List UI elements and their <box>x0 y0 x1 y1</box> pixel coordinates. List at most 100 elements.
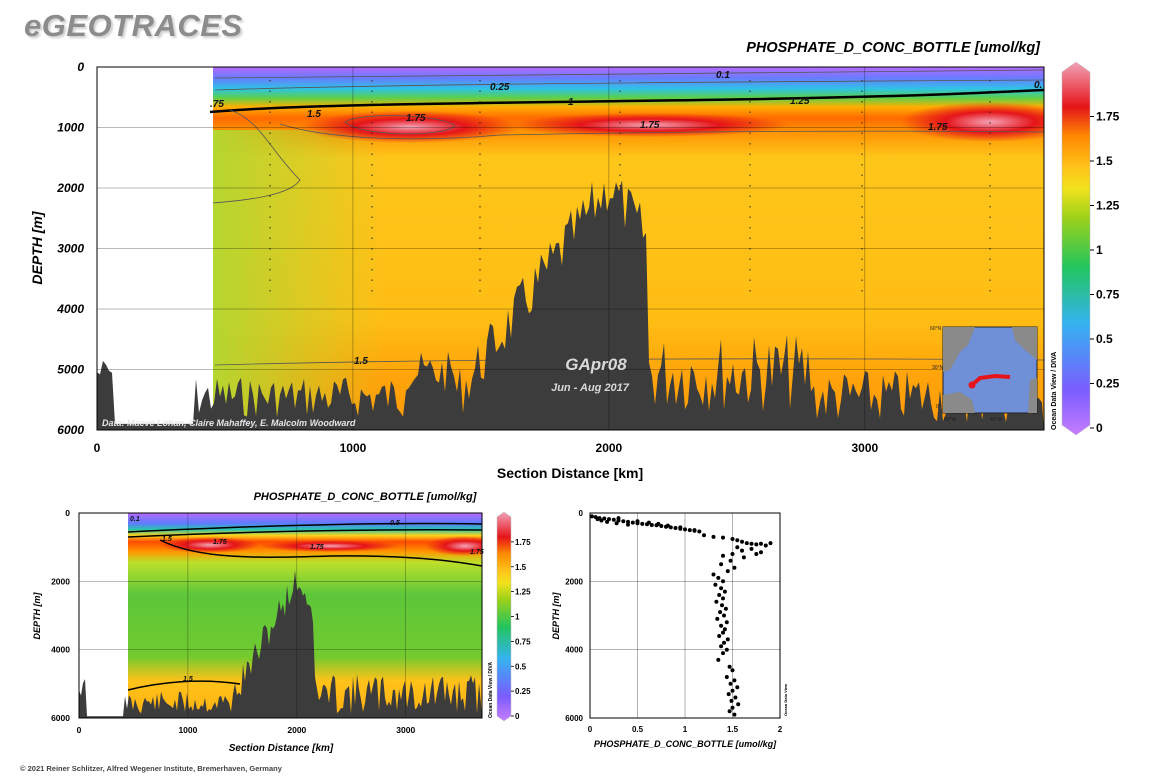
data-point <box>730 668 735 673</box>
main-contour-labels: 0.1 0.25 0. .75 1 1.25 1.5 1.75 1.75 1.7… <box>210 70 1042 367</box>
contour-label: 0.5 <box>390 520 400 527</box>
data-point <box>602 516 607 521</box>
y-tick-label: 2000 <box>51 576 70 586</box>
data-point <box>697 529 702 534</box>
colorbar-tick-label: 0.75 <box>515 637 531 646</box>
x-tick-label: 1000 <box>340 441 367 455</box>
bathymetry <box>97 180 1044 430</box>
data-point <box>732 678 737 683</box>
data-point <box>744 541 749 546</box>
data-point <box>728 681 733 686</box>
data-point <box>740 548 744 553</box>
main-xlabel: Section Distance [km] <box>497 465 643 481</box>
colorbar-tick-label: 0 <box>1096 421 1103 435</box>
main-grid <box>96 66 1044 431</box>
data-point <box>726 692 731 697</box>
y-tick-label: 6000 <box>51 713 70 723</box>
small-colorbar: 0 0.25 0.5 0.75 1 1.25 1.5 1.75 Ocean Data View… <box>488 511 531 722</box>
data-point <box>630 520 635 525</box>
profile-grid <box>589 512 781 719</box>
contour-label: 1.75 <box>640 120 660 131</box>
y-tick-label: 2000 <box>565 577 583 586</box>
main-title: PHOSPHATE_D_CONC_BOTTLE [umol/kg] <box>746 40 1041 56</box>
colorbar-tick-label: 0.5 <box>1096 332 1113 346</box>
data-point <box>736 702 741 707</box>
data-point <box>730 537 735 541</box>
profile-caption: Ocean Data View <box>783 683 788 716</box>
data-point <box>717 593 722 597</box>
data-point <box>683 527 687 532</box>
inset-tick: 60°N <box>930 326 942 332</box>
y-tick-label: 6000 <box>565 714 583 723</box>
contour-label: 1.75 <box>406 113 426 124</box>
colorbar-tick-label: 0.25 <box>1096 377 1120 391</box>
x-tick-label: 0 <box>588 725 593 734</box>
data-point <box>754 542 759 547</box>
x-tick-label: 1 <box>683 725 688 734</box>
data-point <box>741 555 746 560</box>
data-point <box>732 565 737 570</box>
small-contour-b <box>127 529 482 538</box>
profile-ylabel: DEPTH [m] <box>551 591 561 639</box>
inset-map: 60°N 30°N 0° 80°W 40°W <box>930 326 1038 423</box>
y-tick-label: 0 <box>77 60 84 74</box>
data-point <box>721 579 725 584</box>
contour-label: 0. <box>1034 80 1042 91</box>
data-point <box>665 523 670 528</box>
inset-tick: 40°W <box>990 417 1003 423</box>
inset-tick: 30°N <box>932 365 944 371</box>
data-point <box>646 520 651 525</box>
small-core-3 <box>425 536 482 556</box>
data-point <box>595 517 600 522</box>
contour-label: 0.25 <box>490 82 510 93</box>
contour-1.25-left <box>212 109 301 204</box>
data-point <box>607 517 611 522</box>
data-point <box>725 569 730 574</box>
y-tick-label: 4000 <box>565 646 583 655</box>
colorbar-tick-label: 1.75 <box>515 538 531 547</box>
data-point <box>735 685 740 690</box>
x-tick-label: 3000 <box>396 725 415 735</box>
small-ylabel: DEPTH [m] <box>32 591 42 639</box>
y-tick-label: 4000 <box>56 302 84 316</box>
colorbar-tick-label: 0 <box>515 712 520 721</box>
data-point <box>730 688 735 693</box>
contour-0.25 <box>214 79 1044 91</box>
data-point <box>715 616 720 621</box>
cruise-label: GApr08 <box>565 355 627 374</box>
colorbar-tick-label: 1 <box>1096 243 1103 257</box>
y-tick-label: 6000 <box>57 423 84 437</box>
colorbar-tick-label: 0.25 <box>515 687 531 696</box>
data-point <box>719 586 724 591</box>
x-tick-label: 0.5 <box>632 725 644 734</box>
data-point <box>721 596 725 601</box>
data-point <box>722 613 726 618</box>
x-tick-label: 2000 <box>596 441 623 455</box>
small-core-2 <box>260 540 400 552</box>
x-tick-label: 1.5 <box>727 725 739 734</box>
small-grid <box>78 512 482 719</box>
data-point <box>668 525 673 530</box>
y-tick-label: 1000 <box>57 121 84 135</box>
data-point <box>721 651 725 656</box>
colorbar-tick-label: 1.25 <box>515 588 531 597</box>
contour-label: 0.1 <box>130 516 140 523</box>
contour-label: .75 <box>210 99 224 110</box>
colorbar-tick-label: 1 <box>515 613 520 622</box>
data-point <box>722 589 727 594</box>
y-tick-label: 0 <box>65 508 70 518</box>
contour-1 <box>209 88 1044 114</box>
data-point <box>722 640 726 645</box>
profile-tick-labels: 0 0.5 1 1.5 2 0 2000 4000 6000 <box>565 509 783 734</box>
main-colorbar: 0 0.25 0.5 0.75 1 1.25 1.5 1.75 Ocean Data View… <box>1051 61 1120 436</box>
data-point <box>678 525 683 530</box>
contour-1.75-a <box>344 115 456 135</box>
data-point <box>720 603 724 608</box>
small-xlabel: Section Distance [km] <box>229 743 334 754</box>
data-point <box>656 521 661 526</box>
data-point <box>589 514 594 519</box>
data-point <box>759 550 763 555</box>
x-tick-label: 0 <box>94 441 101 455</box>
period-label: Jun - Aug 2017 <box>551 382 630 394</box>
